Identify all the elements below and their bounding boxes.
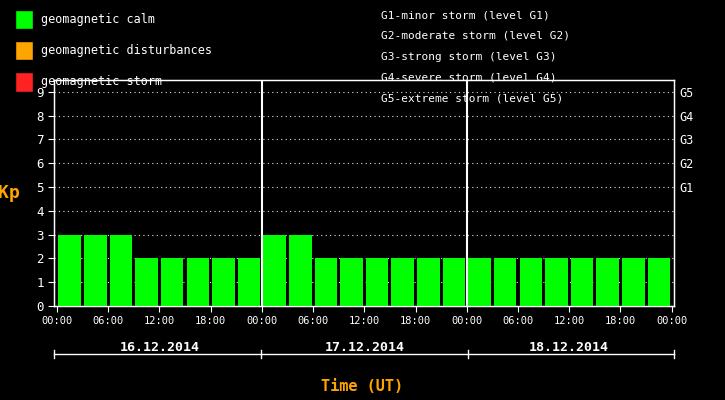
Bar (59, 235, 81, 306)
Text: 17.12.2014: 17.12.2014 (324, 341, 405, 354)
Bar (161, 258, 183, 306)
Text: geomagnetic disturbances: geomagnetic disturbances (41, 44, 212, 57)
Bar (289, 235, 312, 306)
Text: G3-strong storm (level G3): G3-strong storm (level G3) (381, 52, 556, 62)
Bar (494, 258, 516, 306)
Bar (109, 235, 132, 306)
Bar (186, 258, 209, 306)
Bar (520, 258, 542, 306)
Text: Kp: Kp (0, 184, 20, 202)
Bar (392, 258, 414, 306)
Bar (417, 258, 439, 306)
Bar (340, 258, 362, 306)
Bar (212, 258, 235, 306)
Bar (238, 258, 260, 306)
Text: G5-extreme storm (level G5): G5-extreme storm (level G5) (381, 93, 563, 103)
Bar (263, 235, 286, 306)
Bar (136, 258, 158, 306)
Bar (545, 258, 568, 306)
Text: Time (UT): Time (UT) (321, 379, 404, 394)
Bar (597, 258, 619, 306)
Bar (468, 258, 491, 306)
Text: geomagnetic storm: geomagnetic storm (41, 76, 162, 88)
Bar (366, 258, 389, 306)
Text: geomagnetic calm: geomagnetic calm (41, 13, 155, 26)
Bar (443, 258, 465, 306)
Text: G1-minor storm (level G1): G1-minor storm (level G1) (381, 10, 550, 20)
Bar (571, 258, 593, 306)
Text: 18.12.2014: 18.12.2014 (529, 341, 609, 354)
Text: 16.12.2014: 16.12.2014 (120, 341, 199, 354)
Text: G2-moderate storm (level G2): G2-moderate storm (level G2) (381, 31, 570, 41)
Text: G4-severe storm (level G4): G4-severe storm (level G4) (381, 72, 556, 82)
Bar (84, 235, 107, 306)
Bar (647, 258, 670, 306)
Bar (622, 258, 645, 306)
Bar (315, 258, 337, 306)
